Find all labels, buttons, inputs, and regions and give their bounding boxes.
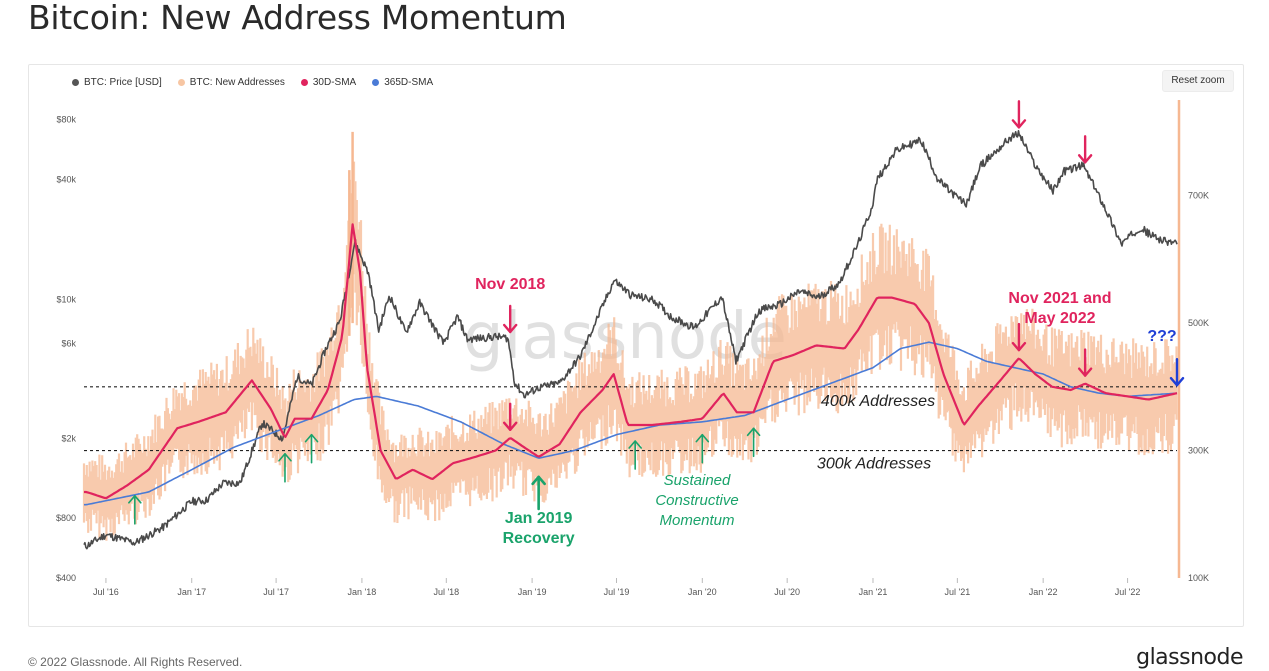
y-left-tick-label: $800: [56, 513, 76, 523]
x-tick-label: Jul '20: [774, 587, 800, 597]
x-tick-label: Jan '18: [348, 587, 377, 597]
legend-label: 365D-SMA: [384, 77, 434, 88]
x-tick-label: Jul '22: [1115, 587, 1141, 597]
legend-item-new-addresses[interactable]: BTC: New Addresses: [177, 77, 285, 88]
arrow-head: [1077, 367, 1093, 377]
arrow-head: [128, 495, 142, 504]
arrow-down-red: [502, 304, 518, 334]
y-left-tick-label: $10k: [56, 294, 76, 304]
annotation-recovery: Recovery: [503, 530, 575, 547]
annotation-momentum: Momentum: [659, 512, 734, 529]
y-right-tick-label: 500K: [1188, 318, 1209, 328]
legend-label: 30D-SMA: [312, 77, 357, 88]
arrow-up-green: [304, 433, 319, 464]
y-left-tick-label: $40k: [56, 174, 76, 184]
y-left-tick-label: $400: [56, 573, 76, 583]
legend-dot-new-addresses: [177, 79, 185, 86]
annotation-arrows: [128, 100, 1185, 525]
x-tick-label: Jul '21: [945, 587, 971, 597]
series-sma365: [84, 341, 1178, 506]
arrow-head: [1077, 154, 1093, 164]
arrow-head: [1011, 341, 1027, 352]
annotation-sustained: Sustained: [664, 472, 731, 489]
arrow-down-red: [1011, 100, 1027, 129]
x-tick-label: Jan '22: [1029, 587, 1058, 597]
legend-item-sma30[interactable]: 30D-SMA: [300, 77, 357, 88]
arrow-up-green: [531, 475, 546, 511]
reference-lines: 400k Addresses 300k Addresses: [84, 386, 1177, 473]
arrow-up-green: [128, 495, 142, 525]
arrow-head: [1169, 376, 1185, 387]
annotation-question: ???: [1147, 328, 1176, 345]
annotation-nov-2021: Nov 2021 and: [1008, 290, 1111, 307]
x-tick-label: Jul '19: [604, 587, 630, 597]
arrow-up-green: [695, 433, 710, 464]
arrow-down-red: [1077, 135, 1093, 164]
arrow-head: [278, 452, 292, 462]
x-tick-label: Jan '17: [177, 587, 206, 597]
arrow-head: [695, 433, 710, 443]
page-title: Bitcoin: New Address Momentum: [28, 0, 567, 37]
plot-area: [84, 100, 1177, 578]
sma30-line: [84, 223, 1178, 500]
legend-dot-sma30: [300, 79, 308, 86]
footer-brand-logo: glassnode: [1136, 645, 1243, 670]
annotations: Nov 2018 Nov 2021 and May 2022??? Jan 2019 R…: [475, 276, 1177, 547]
x-tick-label: Jul '16: [93, 587, 119, 597]
legend-label: BTC: New Addresses: [189, 77, 285, 88]
annotation-may-2022: May 2022: [1024, 310, 1095, 327]
arrow-down-red: [1011, 322, 1027, 352]
chart-legend: BTC: Price [USD] BTC: New Addresses 30D-…: [72, 77, 433, 88]
x-tick-label: Jan '20: [688, 587, 717, 597]
sma365-line: [84, 341, 1178, 506]
x-tick-label: Jul '18: [433, 587, 459, 597]
series-sma30: [84, 223, 1178, 500]
y-right-tick-label: 300K: [1188, 446, 1209, 456]
arrow-up-green: [746, 427, 761, 458]
annotation-constructive: Constructive: [655, 492, 738, 509]
arrow-head: [502, 421, 518, 431]
x-tick-label: Jan '19: [518, 587, 547, 597]
y-left-tick-label: $80k: [56, 114, 76, 124]
arrow-head: [304, 433, 319, 443]
y-right-tick-label: 100K: [1188, 573, 1209, 583]
y-left-tick-label: $6k: [61, 339, 76, 349]
series-price: [83, 130, 1178, 550]
annotation-nov-2018: Nov 2018: [475, 276, 545, 293]
reset-zoom-button[interactable]: Reset zoom: [1162, 70, 1234, 92]
annotation-jan-2019: Jan 2019: [505, 510, 573, 527]
arrow-head: [628, 440, 642, 449]
legend-item-price[interactable]: BTC: Price [USD]: [72, 77, 162, 88]
legend-label: BTC: Price [USD]: [84, 77, 162, 88]
arrow-down-blue: [1169, 357, 1185, 387]
arrow-down-red: [1077, 348, 1093, 377]
arrow-up-green: [628, 440, 642, 470]
price-line: [83, 130, 1178, 550]
y-left-tick-label: $2k: [61, 434, 76, 444]
arrow-head: [531, 475, 546, 486]
arrow-up-green: [278, 452, 292, 483]
arrow-head: [502, 323, 518, 334]
legend-item-sma365[interactable]: 365D-SMA: [372, 77, 433, 88]
y-right-tick-label: 700K: [1188, 191, 1209, 201]
reference-label-300k: 300k Addresses: [817, 456, 931, 473]
reference-label-400k: 400k Addresses: [821, 393, 935, 410]
x-tick-label: Jan '21: [859, 587, 888, 597]
legend-dot-price: [72, 79, 79, 86]
arrow-head: [746, 427, 761, 437]
legend-dot-sma365: [372, 79, 380, 86]
arrow-down-red: [502, 402, 518, 431]
footer-copyright: © 2022 Glassnode. All Rights Reserved.: [28, 655, 243, 669]
x-tick-label: Jul '17: [263, 587, 289, 597]
arrow-head: [1011, 119, 1027, 129]
